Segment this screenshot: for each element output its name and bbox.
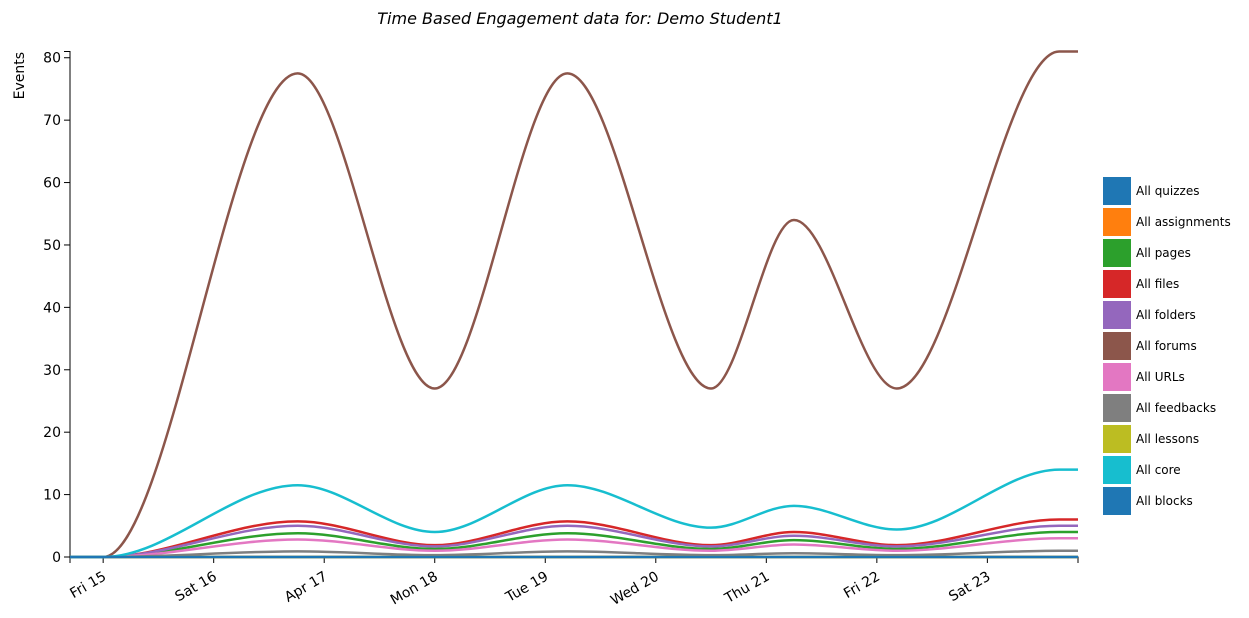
x-tick-label: Apr 17	[282, 569, 330, 606]
y-tick-label: 60	[43, 176, 61, 192]
legend-label: All pages	[1136, 246, 1191, 260]
y-tick-label: 20	[43, 425, 61, 441]
x-tick-label: Fri 15	[67, 569, 109, 602]
line	[69, 537, 1078, 559]
x-tick-label: Mon 18	[388, 569, 441, 609]
y-tick-label: 0	[52, 550, 61, 566]
legend-swatch	[1103, 456, 1131, 484]
y-tick-label: 10	[43, 488, 61, 504]
x-tick-label: Thu 21	[721, 569, 772, 608]
line	[69, 468, 1078, 559]
y-tick-label: 30	[43, 363, 61, 379]
legend-swatch	[1103, 301, 1131, 329]
legend-swatch	[1103, 177, 1131, 205]
line	[69, 530, 1078, 559]
legend-swatch	[1103, 239, 1131, 267]
y-axis-label: Events	[12, 52, 28, 99]
legend-label: All lessons	[1136, 432, 1199, 446]
line	[69, 518, 1078, 559]
legend-label: All quizzes	[1136, 184, 1199, 198]
line	[69, 524, 1078, 559]
legend-label: All URLs	[1136, 370, 1185, 384]
legend-swatch	[1103, 394, 1131, 422]
y-tick-label: 50	[43, 238, 61, 254]
x-tick-label: Wed 20	[608, 569, 662, 609]
legend-swatch	[1103, 332, 1131, 360]
legend-label: All blocks	[1136, 494, 1193, 508]
legend-label: All folders	[1136, 308, 1196, 322]
y-tick-label: 80	[43, 51, 61, 67]
y-axis	[64, 51, 71, 558]
legend-swatch	[1103, 425, 1131, 453]
legend-swatch	[1103, 270, 1131, 298]
x-tick-label: Sat 16	[173, 569, 220, 606]
legend-swatch	[1103, 487, 1131, 515]
legend-label: All forums	[1136, 339, 1197, 353]
x-tick-label: Fri 22	[841, 569, 883, 602]
line	[69, 549, 1078, 559]
y-tick-label: 70	[43, 113, 61, 129]
legend-swatch	[1103, 208, 1131, 236]
chart-title: Time Based Engagement data for: Demo Stu…	[377, 9, 782, 28]
line	[69, 50, 1078, 559]
x-tick-label: Tue 19	[502, 569, 551, 606]
x-tick-label: Sat 23	[946, 569, 993, 605]
legend-label: All feedbacks	[1136, 401, 1216, 415]
legend-label: All core	[1136, 463, 1181, 477]
y-tick-label: 40	[43, 300, 61, 316]
legend-label: All assignments	[1136, 215, 1231, 229]
legend-swatch	[1103, 363, 1131, 391]
legend-label: All files	[1136, 277, 1179, 291]
